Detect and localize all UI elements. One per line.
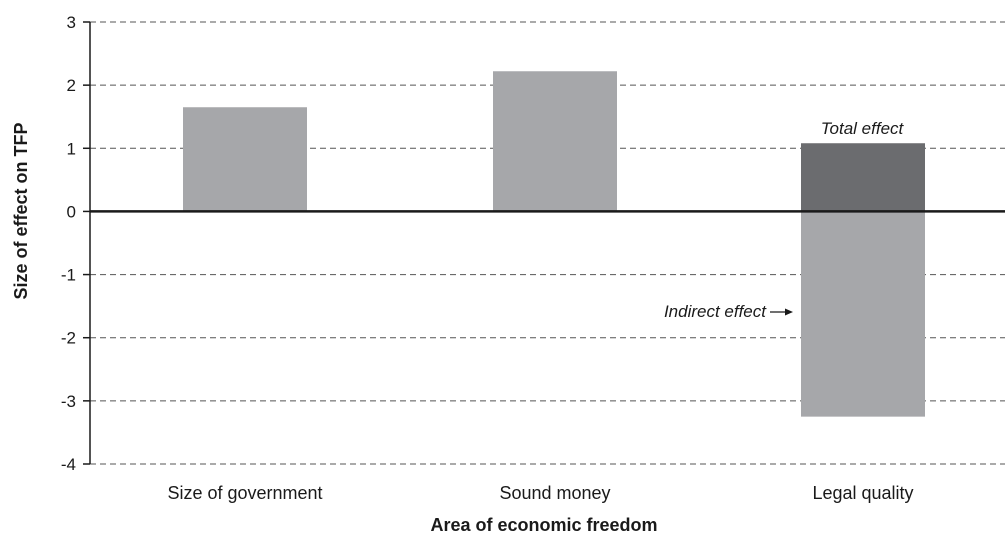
indirect-effect-label: Indirect effect <box>664 302 767 321</box>
y-tick-label: 1 <box>67 139 76 158</box>
bar-sound-money-0 <box>493 71 617 212</box>
y-tick-label: -1 <box>61 266 76 285</box>
indirect-effect-arrow-head <box>785 308 793 316</box>
bar-size-of-government-0 <box>183 107 307 212</box>
x-category-label: Legal quality <box>812 483 913 503</box>
x-category-label: Size of government <box>167 483 322 503</box>
bar-legal-quality-1 <box>801 143 925 212</box>
indirect-effect-annotation: Indirect effect <box>664 302 793 321</box>
y-tick-label: -4 <box>61 455 76 474</box>
x-axis-title: Area of economic freedom <box>430 515 657 535</box>
y-tick-label: 3 <box>67 13 76 32</box>
bar-legal-quality-2 <box>801 211 925 417</box>
labels: 3 2 1 0 -1 -2 -3 -4 Size of government Sound mone… <box>61 13 914 503</box>
y-tick-label: -3 <box>61 392 76 411</box>
x-category-label: Sound money <box>499 483 610 503</box>
bars <box>183 71 925 417</box>
y-tick-label: -2 <box>61 329 76 348</box>
y-tick-label: 2 <box>67 76 76 95</box>
axes <box>83 21 1005 465</box>
y-axis-title: Size of effect on TFP <box>11 122 31 299</box>
total-effect-annotation: Total effect <box>821 119 905 138</box>
y-tick-label: 0 <box>67 202 76 221</box>
